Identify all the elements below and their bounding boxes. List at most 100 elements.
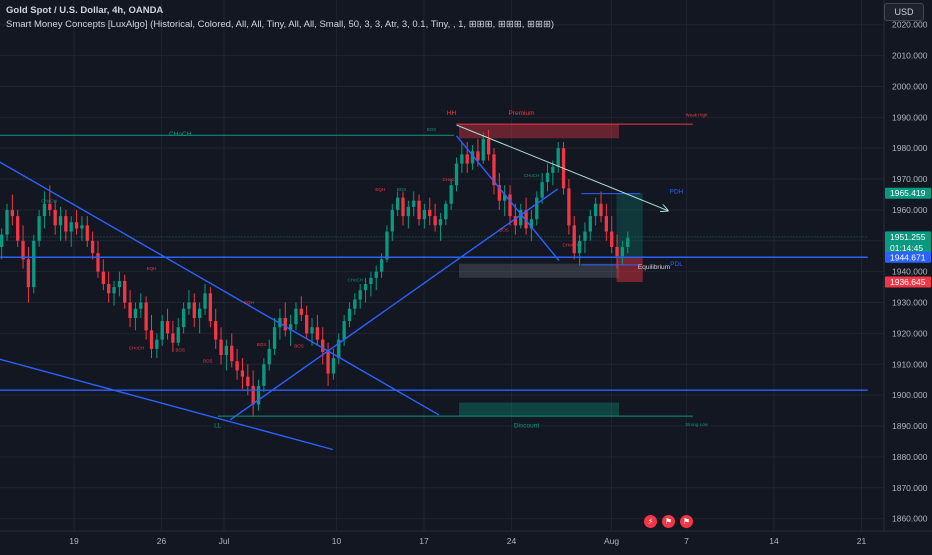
lower-channel-line: [0, 358, 333, 451]
candle: [401, 191, 405, 226]
candle-body: [524, 209, 528, 229]
price-axis: [884, 0, 932, 550]
annotation-label: BOS: [203, 358, 213, 363]
flag-icon[interactable]: ⚑: [680, 515, 693, 528]
candle-body: [197, 308, 202, 318]
candle-body: [85, 225, 89, 241]
candle: [192, 293, 196, 328]
candle-body: [133, 308, 138, 318]
candle-body: [256, 385, 261, 405]
price-label-box: [885, 231, 931, 254]
candle-body: [288, 324, 293, 331]
time-axis: [0, 531, 932, 550]
candle-body: [299, 308, 303, 315]
candle: [315, 314, 320, 346]
candle-body: [5, 209, 9, 235]
candle-body: [139, 302, 143, 309]
candle: [176, 317, 180, 346]
candle-body: [486, 138, 491, 155]
annotation-label: CHoCH: [347, 278, 363, 283]
annotation-label: EQH: [147, 266, 157, 271]
lightning-icon[interactable]: ⚡: [644, 515, 657, 528]
annotation-label: BOS: [294, 344, 304, 349]
candle-body: [342, 321, 346, 340]
candle: [395, 191, 400, 217]
candle: [299, 296, 303, 322]
candle: [556, 142, 560, 173]
currency-button[interactable]: USD: [884, 3, 924, 21]
candle: [449, 179, 453, 210]
indicator-label[interactable]: Smart Money Concepts [LuxAlgo] (Historic…: [6, 19, 555, 30]
candle-body: [604, 216, 609, 232]
candle-body: [428, 209, 432, 217]
time-tick-label: Jul: [219, 536, 230, 546]
candle-body: [492, 154, 496, 186]
candle: [64, 209, 68, 241]
candle-body: [401, 197, 405, 217]
candle: [181, 302, 186, 334]
candle: [155, 333, 159, 359]
candle-body: [331, 358, 336, 374]
candle-body: [214, 321, 218, 340]
time-tick-label: 19: [69, 536, 79, 546]
candle: [593, 197, 598, 226]
candle: [428, 197, 432, 226]
candle: [208, 287, 213, 328]
candle-body: [321, 339, 325, 352]
candle: [10, 194, 15, 226]
annotation-label: BOS: [427, 127, 437, 132]
candle-body: [219, 339, 223, 356]
price-tick-label: 1880.000: [892, 452, 928, 462]
candle: [74, 209, 79, 235]
candle-body: [251, 385, 255, 405]
candle: [101, 259, 105, 291]
candle: [454, 157, 459, 192]
candle: [363, 277, 368, 303]
candle: [42, 191, 47, 229]
candle-body: [588, 216, 592, 232]
candle-body: [224, 345, 229, 356]
candle-body: [315, 327, 320, 340]
candle: [80, 216, 84, 241]
countdown-label: 01:14:45: [890, 243, 923, 253]
time-tick-label: 14: [769, 536, 779, 546]
annotation-label: CHoCH: [442, 177, 458, 182]
flag-icon[interactable]: ⚑: [662, 515, 675, 528]
price-label-box: [885, 251, 931, 263]
candle-body: [513, 216, 518, 226]
candle-body: [390, 209, 394, 232]
time-tick-label: 10: [332, 536, 342, 546]
time-tick-label: 21: [857, 536, 867, 546]
candle: [626, 231, 630, 254]
candle-body: [26, 259, 31, 288]
candle-body: [10, 209, 15, 217]
candle-body: [615, 246, 619, 257]
candle-body: [470, 151, 475, 164]
price-tick-label: 2010.000: [892, 51, 928, 61]
equilibrium-zone: [459, 263, 619, 278]
candle-body: [181, 308, 186, 328]
annotation-label: CHoCH: [129, 345, 145, 350]
candle: [567, 179, 571, 235]
candle-body: [144, 302, 148, 331]
candle-body: [80, 225, 84, 229]
candle-body: [165, 321, 170, 334]
candle-body: [406, 206, 411, 217]
candle: [497, 172, 501, 210]
candle-body: [497, 185, 501, 201]
price-tick-label: 1910.000: [892, 359, 928, 369]
price-tick-label: 1940.000: [892, 267, 928, 277]
candle-body: [353, 299, 357, 309]
annotation-label: BOS: [499, 228, 509, 233]
annotation-label: PDH: [670, 189, 684, 196]
ascending-trendline: [229, 188, 559, 421]
candle: [326, 342, 330, 386]
candle: [551, 160, 555, 186]
price-tick-label: 1930.000: [892, 298, 928, 308]
annotation-label: Strong Low: [685, 422, 709, 427]
candle-body: [155, 339, 159, 349]
candle: [337, 333, 341, 365]
candle-body: [64, 216, 68, 232]
